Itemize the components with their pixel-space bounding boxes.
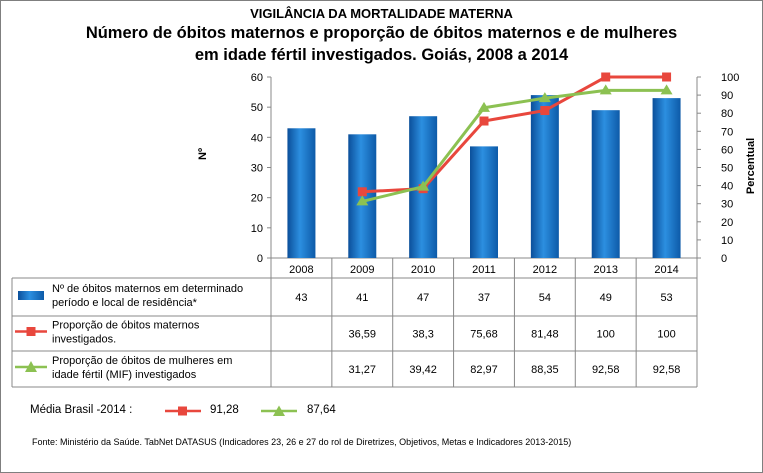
point-triangle xyxy=(660,84,673,95)
x-tick-label: 2012 xyxy=(533,264,557,276)
table-value: 53 xyxy=(660,292,672,304)
y-right-tick-label: 80 xyxy=(721,108,733,120)
y-right-tick-label: 10 xyxy=(721,235,733,247)
point-square xyxy=(662,72,672,82)
table-value: 75,68 xyxy=(470,329,498,341)
table-value: 31,27 xyxy=(349,364,377,376)
y-left-axis-label: Nº xyxy=(196,148,209,160)
y-right-tick-label: 100 xyxy=(721,72,739,84)
table-value: 43 xyxy=(295,292,307,304)
brazil-mean-maternal-marker xyxy=(165,406,201,416)
legend-key-square xyxy=(26,327,36,336)
table-value: 38,3 xyxy=(412,329,433,341)
point-triangle xyxy=(417,180,430,191)
point-square xyxy=(540,106,550,116)
legend-label: Proporção de óbitos maternos xyxy=(52,320,200,332)
table-value: 54 xyxy=(539,292,551,304)
y-right-tick-label: 20 xyxy=(721,217,733,229)
x-tick-label: 2010 xyxy=(411,264,435,276)
point-triangle xyxy=(356,195,369,206)
table-value: 36,59 xyxy=(349,329,377,341)
y-left-tick-label: 20 xyxy=(251,193,263,205)
brazil-mean-mif-value: 87,64 xyxy=(307,404,336,416)
y-right-tick-label: 60 xyxy=(721,144,733,156)
table-value: 37 xyxy=(478,292,490,304)
y-right-tick-label: 90 xyxy=(721,90,733,102)
legend-key-triangle xyxy=(25,361,37,372)
point-square xyxy=(479,116,489,126)
source-note: Fonte: Ministério da Saúde. TabNet DATAS… xyxy=(32,437,572,447)
y-right-tick-label: 40 xyxy=(721,181,733,193)
y-right-tick-label: 30 xyxy=(721,199,733,211)
legend-label: idade fértil (MIF) investigados xyxy=(52,369,197,381)
table-value: 41 xyxy=(356,292,368,304)
legend-key-bar xyxy=(18,291,44,300)
legend-label: investigados. xyxy=(52,334,116,346)
legend-label: Nº de óbitos maternos em determinado xyxy=(52,283,243,295)
x-tick-label: 2014 xyxy=(654,264,678,276)
x-tick-label: 2009 xyxy=(350,264,374,276)
bar-2012 xyxy=(530,95,559,258)
bar-2008 xyxy=(287,128,316,258)
y-left-tick-label: 40 xyxy=(251,132,263,144)
y-left-tick-label: 30 xyxy=(251,163,263,175)
y-left-tick-label: 60 xyxy=(251,72,263,84)
chart-plot: 0 10 20 30 40 50 60 0 10 20 30 40 50 60 70 80 90 100 2008 2… xyxy=(11,72,739,388)
x-tick-label: 2008 xyxy=(289,264,313,276)
y-right-tick-label: 50 xyxy=(721,163,733,175)
y-left-tick-label: 10 xyxy=(251,223,263,235)
legend-label: período e local de residência* xyxy=(52,297,198,309)
table-value: 47 xyxy=(417,292,429,304)
table-value: 88,35 xyxy=(531,364,559,376)
y-right-tick-label: 0 xyxy=(721,253,727,265)
series-line-triangle xyxy=(361,88,667,203)
table-value: 82,97 xyxy=(470,364,498,376)
chart-title-line-2: em idade fértil investigados. Goiás, 200… xyxy=(194,46,569,64)
brazil-mean-mif-marker xyxy=(261,405,297,416)
point-triangle xyxy=(538,92,551,103)
brazil-mean-maternal-value: 91,28 xyxy=(210,404,239,416)
table-value: 39,42 xyxy=(409,364,437,376)
point-square xyxy=(357,187,367,197)
legend-label: Proporção de óbitos de mulheres em xyxy=(52,355,232,367)
bar-2013 xyxy=(591,110,620,258)
table-value: 49 xyxy=(600,292,612,304)
brazil-mean-label: Média Brasil -2014 : xyxy=(30,404,133,416)
y-left-tick-label: 0 xyxy=(257,253,263,265)
series-line-square xyxy=(362,75,667,194)
point-triangle xyxy=(599,84,612,95)
chart-title-line-1: Número de óbitos maternos e proporção de… xyxy=(85,24,678,42)
y-left-tick-label: 50 xyxy=(251,102,263,114)
table-value: 100 xyxy=(657,329,675,341)
point-square xyxy=(601,72,611,82)
table-value: 81,48 xyxy=(531,329,559,341)
point-triangle xyxy=(478,101,490,112)
super-title: VIGILÂNCIA DA MORTALIDADE MATERNA xyxy=(250,6,513,21)
y-right-axis-label: Percentual xyxy=(745,137,757,195)
y-right-tick-label: 70 xyxy=(721,126,733,138)
table-value: 92,58 xyxy=(592,364,620,376)
x-tick-label: 2013 xyxy=(593,264,617,276)
x-tick-label: 2011 xyxy=(472,264,496,276)
table-value: 100 xyxy=(597,329,615,341)
bar-2014 xyxy=(652,98,681,258)
table-value: 92,58 xyxy=(653,364,681,376)
bar-2011 xyxy=(470,146,498,258)
